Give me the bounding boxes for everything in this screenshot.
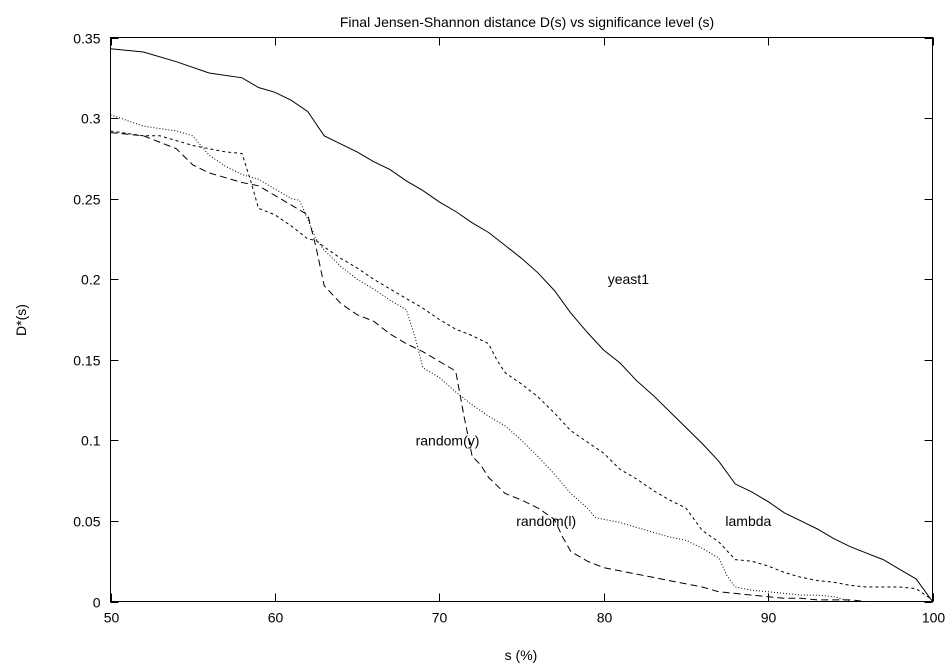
x-tick-label: 60 — [268, 610, 284, 626]
series-label-random-l: random(l) — [516, 513, 576, 529]
series-line-yeast1 — [110, 48, 933, 602]
series-line-lambda — [110, 130, 933, 601]
series-label-random-y: random(y) — [416, 432, 480, 448]
x-tick-label: 70 — [432, 610, 448, 626]
x-tick-label: 90 — [761, 610, 777, 626]
series-labels: yeast1 lambda random(y) random(l) — [416, 271, 772, 529]
x-axis-label: s (%) — [505, 647, 538, 663]
x-axis: 50 60 70 80 90 100 — [104, 37, 946, 626]
series-label-lambda: lambda — [725, 513, 771, 529]
x-tick-label: 100 — [922, 610, 946, 626]
y-tick-label: 0 — [93, 595, 101, 611]
series-line-random-l — [110, 132, 933, 602]
y-tick-label: 0.2 — [81, 272, 101, 288]
y-tick-label: 0.25 — [73, 192, 100, 208]
y-tick-label: 0.15 — [73, 353, 100, 369]
y-tick-label: 0.1 — [81, 433, 101, 449]
x-tick-label: 50 — [104, 610, 120, 626]
y-tick-label: 0.05 — [73, 514, 100, 530]
plot-frame — [110, 37, 933, 602]
series-label-yeast1: yeast1 — [608, 271, 649, 287]
y-axis: 0 0.05 0.1 0.15 0.2 0.25 0.3 0.35 — [73, 31, 933, 611]
y-tick-label: 0.3 — [81, 111, 101, 127]
y-axis-label: D*(s) — [13, 304, 29, 336]
series-layer — [110, 48, 933, 602]
chart-title: Final Jensen-Shannon distance D(s) vs si… — [340, 14, 714, 30]
x-tick-label: 80 — [597, 610, 613, 626]
series-line-random-y — [110, 114, 933, 602]
y-tick-label: 0.35 — [73, 31, 100, 47]
